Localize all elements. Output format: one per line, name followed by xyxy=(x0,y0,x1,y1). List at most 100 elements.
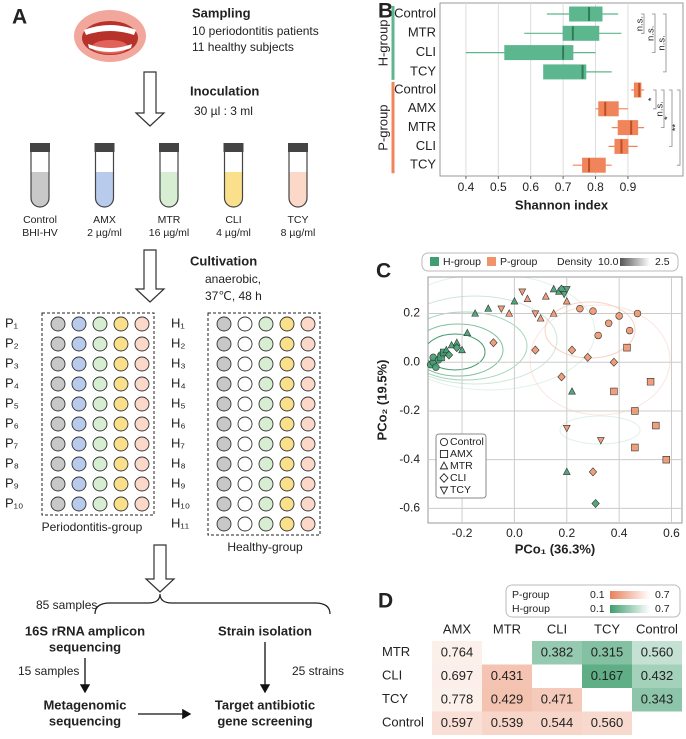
column-header: MTR xyxy=(493,621,521,636)
step-title: Target antibiotic xyxy=(215,697,315,712)
legend-frame xyxy=(421,252,679,272)
well xyxy=(216,476,232,492)
point xyxy=(594,331,602,340)
x-tick-label: 0.0 xyxy=(506,526,523,540)
legend-label: H-group xyxy=(443,256,481,268)
well xyxy=(71,496,87,512)
well xyxy=(216,416,232,432)
well xyxy=(216,316,232,332)
well xyxy=(237,476,253,492)
well xyxy=(50,456,66,472)
flow-arrow xyxy=(134,71,166,127)
tube-liquid xyxy=(95,172,114,207)
well xyxy=(71,396,87,412)
well xyxy=(300,336,316,352)
well xyxy=(113,496,129,512)
plate-row-label: P₅ xyxy=(5,395,19,410)
row-header: TCY xyxy=(382,691,408,706)
well xyxy=(92,336,108,352)
well xyxy=(237,516,253,532)
step-text: 15 samples xyxy=(18,664,79,678)
tube-name: TCY xyxy=(288,214,309,226)
point xyxy=(463,328,472,337)
well xyxy=(113,436,129,452)
cell-value: 0.343 xyxy=(641,691,674,706)
well xyxy=(279,316,295,332)
point xyxy=(567,345,577,355)
category-label: CLI xyxy=(416,44,436,59)
tube-cap xyxy=(94,143,115,152)
well xyxy=(50,376,66,392)
tube-liquid xyxy=(31,172,49,207)
x-axis-label: PCo₁ (36.3%) xyxy=(515,541,596,556)
well xyxy=(300,436,316,452)
x-tick-label: 0.6 xyxy=(522,180,539,194)
column-header: CLI xyxy=(547,621,567,636)
point xyxy=(568,387,576,395)
significance-bracket xyxy=(663,13,667,73)
plate-row-label: P₂ xyxy=(5,335,19,350)
legend-gradient xyxy=(610,605,650,613)
box xyxy=(633,82,642,98)
row-header: Control xyxy=(382,715,424,730)
legend-label: P-group xyxy=(500,256,538,268)
table-cell xyxy=(432,641,482,665)
box xyxy=(562,25,600,41)
point xyxy=(588,467,598,477)
category-label: Control xyxy=(394,81,436,96)
point xyxy=(591,498,600,509)
well xyxy=(216,496,232,512)
legend-swatch xyxy=(487,257,496,266)
table-cell xyxy=(582,664,632,688)
category-label: MTR xyxy=(408,25,436,40)
step-text: 11 healthy subjects xyxy=(192,40,294,54)
legend-frame xyxy=(435,433,487,499)
plate-row-label: H₄ xyxy=(171,375,186,390)
point xyxy=(523,294,532,302)
significance-label: ** xyxy=(671,124,682,132)
table-cell xyxy=(532,641,582,665)
table-cell xyxy=(482,688,532,712)
well xyxy=(300,416,316,432)
cell-value: 0.429 xyxy=(491,691,524,706)
well xyxy=(258,356,274,372)
x-tick-label: 0.5 xyxy=(490,180,507,194)
tube-name: AMX xyxy=(93,214,116,226)
well xyxy=(50,316,66,332)
cell-value: 0.544 xyxy=(541,715,574,730)
point xyxy=(531,310,540,318)
point xyxy=(489,338,498,348)
table-cell xyxy=(482,711,532,735)
significance-bracket xyxy=(677,89,681,166)
step-text: 25 strains xyxy=(292,664,344,678)
box xyxy=(569,6,603,22)
tube-dose: 2 µg/ml xyxy=(87,227,122,239)
plate-row-label: H₅ xyxy=(171,395,186,410)
significance-label: n.s. xyxy=(635,16,646,31)
point xyxy=(560,291,569,299)
point xyxy=(633,309,642,318)
plate-row-label: P₃ xyxy=(5,355,19,370)
tube-liquid xyxy=(289,172,307,207)
well xyxy=(50,416,66,432)
well xyxy=(71,336,87,352)
step-title: Inoculation xyxy=(190,83,259,98)
plate-label: Healthy-group xyxy=(227,540,303,554)
point xyxy=(604,319,613,327)
point xyxy=(505,309,514,317)
box xyxy=(598,101,619,117)
well xyxy=(279,396,295,412)
well xyxy=(92,456,108,472)
well xyxy=(50,476,66,492)
well xyxy=(300,456,316,472)
category-label: TCY xyxy=(410,63,436,78)
step-title: Cultivation xyxy=(190,253,257,268)
well xyxy=(113,476,129,492)
well xyxy=(216,336,232,352)
plate-row-label: P₄ xyxy=(5,375,19,390)
category-label: MTR xyxy=(408,119,436,134)
well xyxy=(92,356,108,372)
point xyxy=(447,340,456,349)
table-cell xyxy=(532,711,582,735)
